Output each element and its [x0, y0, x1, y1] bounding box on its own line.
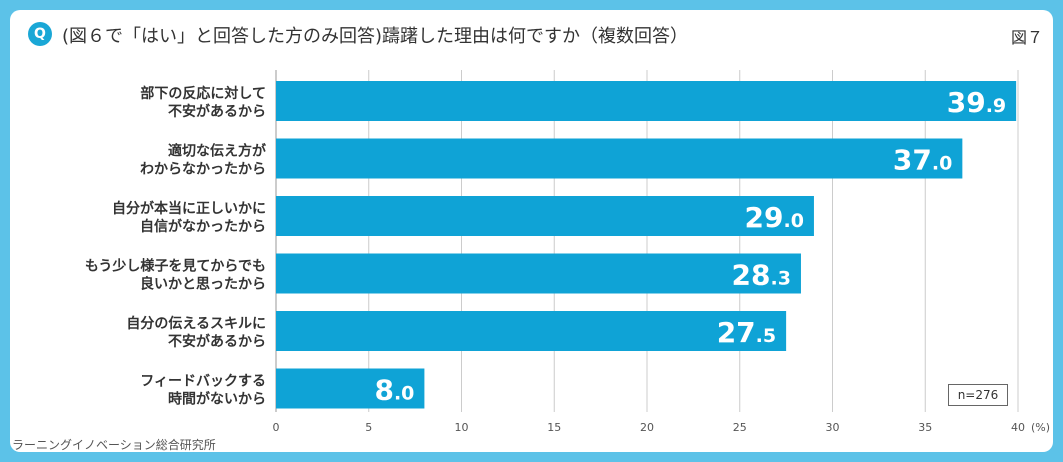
- value-integer: 37: [893, 144, 932, 177]
- category-label: 不安があるから: [168, 333, 266, 350]
- x-unit-label: (%): [1031, 421, 1050, 434]
- x-tick-label: 25: [733, 421, 747, 434]
- bar-value-label: 8.0: [374, 374, 414, 407]
- x-tick-label: 15: [547, 421, 561, 434]
- x-tick-label: 5: [365, 421, 372, 434]
- category-label: フィードバックする: [140, 374, 266, 390]
- value-decimal: .0: [783, 210, 803, 232]
- sample-size-box: n=276: [948, 384, 1008, 406]
- bar: [276, 196, 814, 236]
- bar-value-label: 29.0: [745, 201, 804, 234]
- bar: [276, 138, 963, 179]
- question-badge: Q: [28, 22, 52, 46]
- value-decimal: .9: [986, 95, 1006, 117]
- category-label: 良いかと思ったから: [140, 276, 266, 293]
- value-integer: 28: [732, 259, 771, 292]
- bar: [276, 81, 1017, 121]
- value-integer: 29: [745, 201, 784, 234]
- value-decimal: .5: [756, 325, 776, 347]
- value-decimal: .0: [394, 383, 414, 405]
- category-label: もう少し様子を見てからでも: [85, 258, 266, 275]
- figure-label: 図７: [1010, 28, 1043, 47]
- bar-value-label: 39.9: [947, 86, 1006, 119]
- category-label: 自分が本当に正しいかに: [112, 200, 266, 217]
- x-tick-label: 40: [1011, 421, 1025, 434]
- bar: [276, 311, 787, 351]
- bar-value-label: 27.5: [717, 316, 776, 349]
- category-label: 部下の反応に対して: [140, 85, 266, 102]
- x-tick-label: 30: [826, 421, 840, 434]
- bar-value-label: 37.0: [893, 144, 952, 177]
- value-integer: 39: [947, 86, 986, 119]
- x-tick-label: 35: [918, 421, 932, 434]
- source-credit: ラーニングイノベーション総合研究所: [12, 438, 216, 452]
- value-integer: 27: [717, 316, 756, 349]
- chart-title: (図６で「はい」と回答した方のみ回答)躊躇した理由は何ですか（複数回答）: [62, 26, 689, 47]
- category-label: 自分の伝えるスキルに: [126, 315, 266, 332]
- x-tick-label: 0: [273, 421, 280, 434]
- category-label: 不安があるから: [168, 103, 266, 120]
- category-label: 自信がなかったから: [140, 218, 266, 235]
- value-integer: 8: [374, 374, 393, 407]
- bar-value-label: 28.3: [732, 259, 791, 292]
- x-tick-label: 20: [640, 421, 654, 434]
- value-decimal: .0: [932, 153, 952, 175]
- x-tick-label: 10: [455, 421, 469, 434]
- value-decimal: .3: [771, 268, 791, 290]
- bar: [276, 253, 801, 294]
- category-label: 適切な伝え方が: [168, 143, 267, 160]
- category-label: わからなかったから: [140, 162, 266, 178]
- bar: [276, 368, 425, 409]
- category-label: 時間がないから: [168, 391, 266, 408]
